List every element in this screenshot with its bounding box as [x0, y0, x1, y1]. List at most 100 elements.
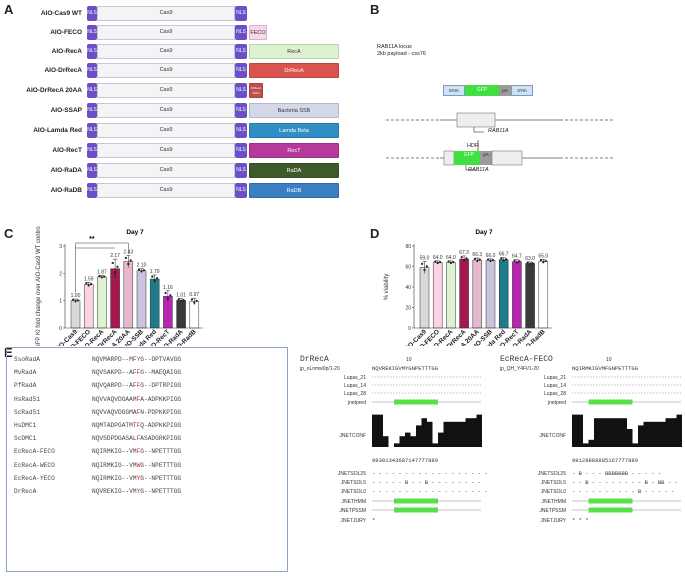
confidence-bar [416, 425, 422, 447]
highlight-residue: F [136, 448, 141, 456]
cas9-domain: Cas9 [97, 63, 235, 78]
data-point [151, 275, 154, 278]
jnet-position: 10 [606, 357, 612, 363]
alignment-row: SsoRadA NQVMARPD--MFYG--DPTVAVGG [14, 356, 181, 363]
value-label: 67.3 [459, 250, 469, 256]
sequence-name: ScRad51 [14, 408, 40, 416]
data-point [124, 256, 127, 260]
data-point [518, 260, 521, 263]
confidence-bar [594, 418, 600, 447]
sequence-name: DrRecA [14, 488, 37, 495]
data-bar [432, 262, 443, 329]
confidence-bar [577, 414, 583, 447]
data-point [100, 276, 103, 279]
data-point [425, 265, 428, 268]
product-pa: pA [483, 152, 489, 157]
jnet-row-label: Lupas_21 [544, 375, 566, 381]
jnet-sol0: - - - - - - - - - - B - - - - - [572, 488, 674, 495]
confidence-bar [610, 418, 616, 447]
chart-title: Day 7 [475, 229, 493, 236]
y-tick-label: 3 [59, 244, 62, 250]
data-point [460, 256, 463, 259]
value-label: 2.17 [110, 253, 120, 259]
confidence-bar [454, 421, 460, 447]
highlight-residue: F [136, 369, 141, 377]
data-point [127, 262, 130, 266]
jnet-id: jp_oLnmw0p/1-20 [299, 366, 340, 372]
sequence-name: ScDMC1 [14, 435, 37, 443]
nls-domain: NLS [235, 6, 247, 21]
fold-change-chart: Day 7 0 1 2 3 GFP KI fold change over AIO-Cas… [36, 226, 203, 346]
data-point [164, 291, 167, 295]
y-tick-label: 60 [405, 265, 411, 271]
sequence-segment: NQVVAQVDGAAM [92, 395, 137, 403]
nls-domain: NLS [235, 83, 247, 98]
value-label: 64.7 [512, 254, 522, 260]
confidence-bar [449, 421, 455, 447]
jnet-row-label: JNETPSSM [539, 508, 566, 514]
construct-bar: NLS Cas9 NLS RecT [87, 143, 347, 158]
data-point [423, 268, 426, 272]
y-tick-label: 0 [59, 326, 62, 332]
data-bar [472, 259, 483, 329]
data-bar [446, 262, 456, 329]
nls-domain: NLS [87, 183, 97, 198]
confidence-bar [621, 418, 627, 447]
y-tick-label: 80 [405, 244, 411, 250]
confidence-bar [405, 432, 411, 447]
product-pa-box [480, 151, 492, 165]
value-label: 1.01 [176, 292, 186, 298]
confidence-bar [588, 439, 594, 447]
fusion-domain: FECO [249, 25, 267, 40]
sequence-segment: NQIRMKIG--VM [92, 474, 137, 482]
sequence-segment: NQIRMKIG--VM [92, 448, 137, 456]
panel-letter-e: E [4, 345, 13, 360]
data-point [98, 274, 101, 278]
y-tick-label: 40 [405, 285, 411, 291]
data-point [138, 268, 141, 271]
highlight-residue: F [136, 395, 141, 403]
alignment-row: HsRad51 NQVVAQVDGAAMFA-ADPKKPIGG [14, 396, 181, 403]
data-bar [512, 261, 522, 329]
y-tick-label: 20 [405, 306, 411, 312]
sequence-segment: NQVSDPDGASAL [92, 435, 137, 443]
data-point [182, 298, 185, 302]
sequence-segment: G--NPETTTGG [140, 448, 182, 456]
y-axis-label: % viability [384, 274, 390, 301]
sequence-name: MvRadA [14, 369, 37, 377]
cas9-domain: Cas9 [97, 143, 235, 158]
value-label: 66.7 [499, 252, 509, 258]
highlight-residue: F [136, 435, 141, 443]
data-point [513, 259, 516, 262]
helix-bar [588, 399, 633, 405]
data-point [140, 270, 143, 273]
data-bar [538, 261, 549, 329]
jnet-sol25: - B - - - BBBBBBB - - - - - [572, 470, 661, 477]
sequence-name: SsoRadA [14, 356, 40, 363]
construct-bar: NLS Cas9 NLS RaDA [87, 163, 347, 178]
donor-pa: pA [499, 85, 511, 96]
data-point [439, 260, 442, 264]
y-tick-label: 0 [408, 326, 411, 332]
sequence-segment: G--NPETTTGG [140, 461, 182, 469]
jnet-sol5: - - B - - - - - - - - B - BB - - [572, 479, 678, 486]
confidence-bar [399, 436, 405, 447]
value-label: 1.87 [97, 270, 107, 276]
helix-bar [394, 399, 438, 405]
confidence-bar [438, 432, 444, 447]
data-bar [136, 270, 147, 329]
data-point [478, 258, 481, 261]
nls-domain: NLS [235, 183, 247, 198]
highlight-residue: W [136, 461, 141, 469]
data-point [502, 259, 505, 262]
nls-domain: NLS [87, 103, 97, 118]
panel-letter-b: B [370, 2, 380, 17]
sequence-segment: NQVMARPD--MF [92, 356, 137, 363]
data-bar [459, 258, 469, 329]
alignment-row: PfRadA NQVQARPD--AFFG--DPTRPIGG [14, 382, 181, 389]
data-point [465, 257, 468, 260]
fusion-domain: DrRecA [249, 63, 339, 78]
data-point [74, 300, 77, 303]
jnet-row-label: jnetpred [547, 400, 566, 406]
jnet-prediction-drreca: DrRecA 10 jp_oLnmw0p/1-20 NQVREKIGVMYGNPETT… [299, 355, 488, 524]
